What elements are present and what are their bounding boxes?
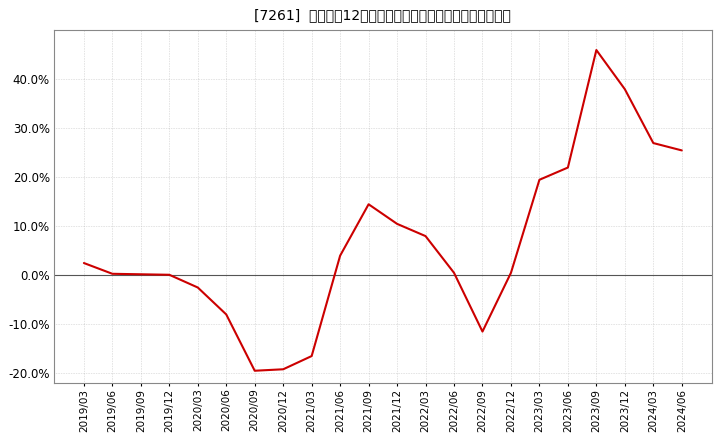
Title: [7261]  売上高の12か月移動合計の対前年同期増減率の推移: [7261] 売上高の12か月移動合計の対前年同期増減率の推移 (254, 8, 511, 22)
